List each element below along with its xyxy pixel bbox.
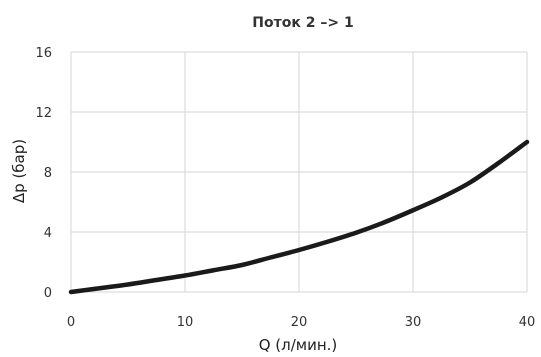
x-tick-label: 10 [177, 315, 194, 330]
y-axis-title: Δp (бар) [10, 139, 28, 203]
y-tick-label: 16 [35, 46, 52, 61]
y-tick-label: 12 [35, 106, 52, 121]
x-tick-label: 0 [67, 315, 75, 330]
grid-layer [71, 52, 527, 292]
x-tick-label: 40 [519, 315, 536, 330]
y-tick-label: 0 [44, 286, 52, 301]
x-axis-title: Q (л/мин.) [259, 336, 338, 354]
x-tick-label: 30 [405, 315, 422, 330]
y-tick-label: 8 [44, 166, 52, 181]
chart-title: Поток 2 –> 1 [252, 15, 353, 31]
x-tick-label: 20 [291, 315, 308, 330]
y-tick-label: 4 [44, 226, 52, 241]
